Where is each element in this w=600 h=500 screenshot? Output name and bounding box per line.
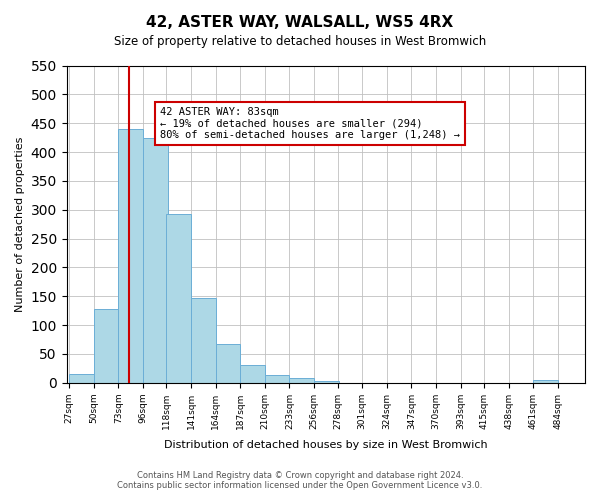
Bar <box>143 138 167 383</box>
Text: Contains HM Land Registry data © Crown copyright and database right 2024.
Contai: Contains HM Land Registry data © Crown c… <box>118 470 482 490</box>
Bar <box>289 378 314 383</box>
Bar <box>533 380 558 383</box>
Text: 42 ASTER WAY: 83sqm
← 19% of detached houses are smaller (294)
80% of semi-detac: 42 ASTER WAY: 83sqm ← 19% of detached ho… <box>160 106 460 140</box>
Text: Size of property relative to detached houses in West Bromwich: Size of property relative to detached ho… <box>114 35 486 48</box>
Bar <box>265 376 289 383</box>
Bar <box>191 298 215 383</box>
Bar <box>215 344 240 383</box>
Bar <box>69 374 94 383</box>
X-axis label: Distribution of detached houses by size in West Bromwich: Distribution of detached houses by size … <box>164 440 488 450</box>
Bar <box>240 366 265 383</box>
Bar <box>118 129 143 383</box>
Y-axis label: Number of detached properties: Number of detached properties <box>15 136 25 312</box>
Text: 42, ASTER WAY, WALSALL, WS5 4RX: 42, ASTER WAY, WALSALL, WS5 4RX <box>146 15 454 30</box>
Bar <box>166 214 191 383</box>
Bar <box>94 309 118 383</box>
Bar <box>314 381 338 383</box>
